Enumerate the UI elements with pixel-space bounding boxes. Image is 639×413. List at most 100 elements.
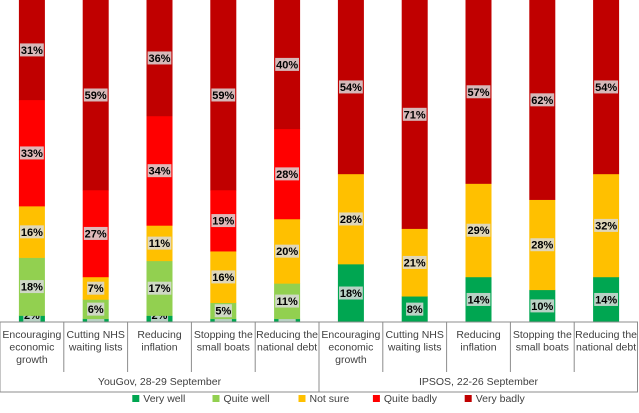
legend-swatch xyxy=(298,395,306,402)
bar-0-reducing-inflation: 2%17%11%34%36% xyxy=(146,0,173,323)
data-label-bg xyxy=(275,294,299,308)
data-label: 5% xyxy=(215,306,231,318)
data-label-bg xyxy=(20,280,44,294)
data-label: 18% xyxy=(21,282,43,294)
data-label-bg xyxy=(339,80,363,94)
bar-0-cutting-nhs-waiting-lists: 1%6%7%27%59% xyxy=(82,0,109,323)
legend-item-quite-well: Quite well xyxy=(212,393,270,405)
data-label-bg xyxy=(275,244,299,258)
data-label: 28% xyxy=(340,214,362,226)
data-label: 54% xyxy=(340,82,362,94)
data-label: 16% xyxy=(212,272,234,284)
data-label-bg xyxy=(594,292,618,306)
data-label-bg xyxy=(406,302,424,316)
data-label-bg xyxy=(402,107,427,121)
data-label: 11% xyxy=(276,296,298,308)
data-label: 10% xyxy=(531,301,553,313)
data-label-bg xyxy=(214,304,232,318)
data-label-bg xyxy=(20,225,44,239)
data-label-bg xyxy=(147,281,172,295)
data-label-bg xyxy=(402,255,427,269)
data-label: 11% xyxy=(149,238,171,250)
data-label: 28% xyxy=(276,169,298,181)
data-label: 14% xyxy=(595,294,617,306)
category-label-encouraging-economic-growth: Encouraging economic growth xyxy=(321,329,380,366)
data-label-bg xyxy=(466,85,491,99)
data-label-bg xyxy=(275,167,299,181)
group-label: YouGov, 28-29 September xyxy=(98,376,222,388)
bar-0-stopping-the-small-boats: 1%5%16%19%59% xyxy=(210,0,237,323)
data-label-bg xyxy=(530,93,555,107)
bar-1-cutting-nhs-waiting-lists: 8% 21% 71% xyxy=(401,0,428,323)
legend-item-very-well: Very well xyxy=(132,393,185,405)
data-label: 59% xyxy=(85,90,107,102)
data-label: 71% xyxy=(404,109,426,121)
category-label-cutting-nhs-waiting-lists: Cutting NHS waiting lists xyxy=(67,329,125,354)
data-label: 31% xyxy=(21,45,43,57)
data-label-bg xyxy=(211,270,236,284)
data-label-bg xyxy=(339,286,363,300)
data-label: 34% xyxy=(148,166,170,178)
legend: Very well Quite well Not sure Quite badly Ve… xyxy=(132,393,525,405)
category-label-stopping-the-small-boats: Stopping the small boats xyxy=(194,329,253,354)
category-label-stopping-the-small-boats: Stopping the small boats xyxy=(513,329,572,354)
data-label: 21% xyxy=(404,257,426,269)
bar-0-encouraging-economic-growth: 2%18%16%33%31% xyxy=(18,0,45,323)
data-label: 29% xyxy=(467,225,489,237)
data-label: 40% xyxy=(276,59,298,71)
data-label: 16% xyxy=(21,227,43,239)
data-label-bg xyxy=(466,223,491,237)
legend-swatch xyxy=(212,395,220,402)
bars-layer: 2%18%16%33%31%1%6%7%27%59%2%17%11%34%36%… xyxy=(18,0,620,323)
category-label-reducing-inflation: Reducing inflation xyxy=(137,329,182,354)
data-label: 20% xyxy=(276,246,298,258)
data-label-bg xyxy=(83,226,108,240)
data-label: 17% xyxy=(148,283,170,295)
data-label: 27% xyxy=(85,228,107,240)
data-label: 28% xyxy=(531,240,553,252)
group-label: IPSOS, 22-26 September xyxy=(419,376,539,388)
data-label: 36% xyxy=(148,53,170,65)
category-label-cutting-nhs-waiting-lists: Cutting NHS waiting lists xyxy=(386,329,444,354)
chart-frame xyxy=(0,321,638,393)
data-label-bg xyxy=(147,164,172,178)
legend-label: Quite well xyxy=(224,393,270,405)
bar-0-reducing-the-national-debt: 1%11%20%28%40% xyxy=(274,0,301,323)
data-label-bg xyxy=(20,146,44,160)
data-label: 6% xyxy=(88,304,104,316)
data-label: 32% xyxy=(595,220,617,232)
data-label: 7% xyxy=(88,283,104,295)
legend-label: Very well xyxy=(143,393,185,405)
legend-swatch xyxy=(132,395,140,402)
data-label-bg xyxy=(20,43,44,57)
data-label: 54% xyxy=(595,82,617,94)
bar-1-stopping-the-small-boats: 10% 28% 62% xyxy=(529,0,556,323)
data-label: 19% xyxy=(212,216,234,228)
data-label: 62% xyxy=(531,95,553,107)
data-label-bg xyxy=(87,281,105,295)
data-label-bg xyxy=(530,238,555,252)
data-label-bg xyxy=(594,80,618,94)
data-label-bg xyxy=(211,214,236,228)
legend-swatch xyxy=(372,395,380,402)
data-label: 59% xyxy=(212,90,234,102)
data-label: 8% xyxy=(407,304,423,316)
data-label-bg xyxy=(466,292,491,306)
legend-item-very-badly: Very badly xyxy=(464,393,526,405)
category-label-encouraging-economic-growth: Encouraging economic growth xyxy=(2,329,61,366)
bar-1-reducing-the-national-debt: 14% 32% 54% xyxy=(593,0,620,323)
data-label-bg xyxy=(87,302,105,316)
legend-label: Very badly xyxy=(476,393,526,405)
bar-1-reducing-inflation: 14% 29% 57% xyxy=(465,0,492,323)
category-label-reducing-the-national-debt: Reducing the national debt xyxy=(256,329,318,354)
data-label: 18% xyxy=(340,288,362,300)
legend-label: Not sure xyxy=(310,393,350,405)
category-label-reducing-the-national-debt: Reducing the national debt xyxy=(575,329,637,354)
data-label: 57% xyxy=(467,87,489,99)
legend-label: Quite badly xyxy=(384,393,438,405)
bar-1-encouraging-economic-growth: 18% 28% 54% xyxy=(337,0,364,323)
data-label-bg xyxy=(530,299,555,313)
